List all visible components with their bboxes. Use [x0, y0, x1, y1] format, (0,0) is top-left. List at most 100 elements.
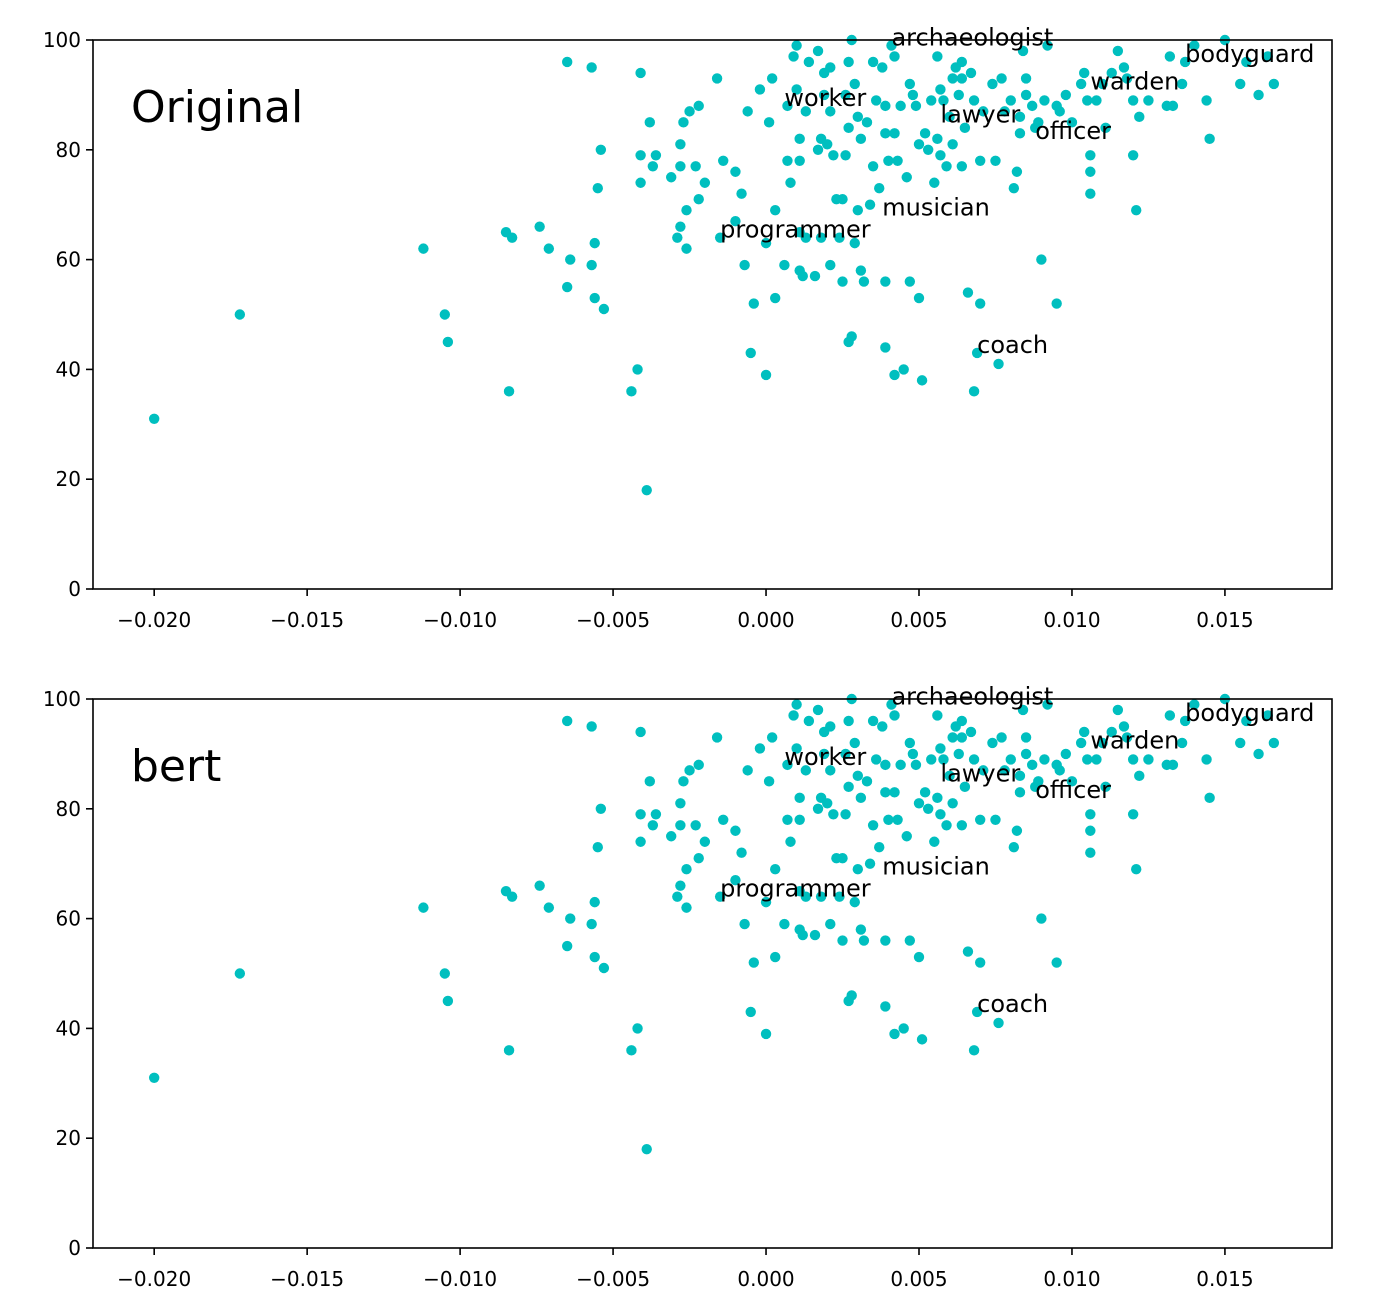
data-point [913, 139, 925, 150]
data-point [974, 957, 986, 968]
data-point [1054, 106, 1065, 117]
data-point [822, 798, 833, 809]
data-point [910, 759, 922, 771]
data-point [794, 155, 805, 166]
data-point [672, 891, 683, 902]
data-point [760, 1028, 772, 1040]
point-annotation: musician [882, 853, 990, 881]
data-point [867, 715, 879, 727]
data-point [834, 891, 845, 902]
data-point [852, 204, 864, 216]
data-point [1039, 754, 1050, 765]
data-point [586, 721, 597, 732]
data-point [718, 814, 729, 825]
data-point [852, 111, 864, 123]
data-point [1085, 166, 1096, 177]
data-point [693, 759, 704, 771]
data-point [968, 95, 980, 106]
data-point [714, 891, 726, 902]
data-point [736, 188, 747, 199]
data-point [843, 781, 854, 793]
data-point [910, 100, 922, 112]
data-point [647, 161, 659, 172]
data-point [864, 199, 876, 210]
data-point [442, 995, 454, 1007]
data-point [1131, 863, 1142, 875]
data-point [904, 276, 916, 287]
data-point [947, 732, 958, 743]
data-point [681, 863, 692, 875]
data-point [1075, 737, 1087, 749]
point-annotation: lawyer [940, 759, 1020, 787]
x-tick-label: −0.020 [117, 608, 191, 632]
data-point [635, 177, 646, 188]
x-tick-label: 0.005 [890, 1267, 947, 1291]
y-tick-label: 40 [56, 1016, 81, 1040]
data-point [864, 858, 876, 869]
data-point [815, 232, 827, 243]
panel-label: Original [131, 82, 303, 133]
data-point [825, 259, 836, 271]
data-point [1127, 150, 1139, 161]
data-point [919, 128, 931, 139]
data-point [1033, 117, 1044, 128]
data-point [745, 347, 756, 359]
scatter-panel-original: −0.020 −0.015 −0.010 −0.005 0.000 0.005 0.010 0… [43, 23, 1333, 632]
point-annotation: coach [977, 990, 1048, 1018]
data-point [849, 896, 860, 908]
data-point [1127, 754, 1139, 765]
data-point [675, 221, 686, 232]
data-point [974, 155, 986, 166]
data-point [1005, 95, 1016, 106]
data-point [978, 106, 989, 117]
data-point [1014, 770, 1026, 782]
data-point [1079, 726, 1090, 738]
data-point [1127, 95, 1139, 106]
data-point [904, 935, 916, 946]
x-tick-label: 0.010 [1043, 1267, 1100, 1291]
data-point [962, 946, 974, 957]
data-point [800, 891, 812, 902]
data-point [1054, 765, 1065, 776]
point-annotation: warden [1090, 67, 1179, 95]
data-point [779, 918, 790, 930]
data-point [880, 1001, 891, 1012]
data-point [1014, 111, 1026, 123]
data-point [837, 935, 848, 946]
data-point [962, 287, 974, 298]
data-point [877, 721, 888, 732]
data-point [840, 809, 851, 820]
y-tick-label: 60 [56, 907, 81, 931]
data-point [929, 177, 940, 188]
data-point [693, 100, 704, 112]
data-point [418, 243, 429, 254]
data-point [1106, 67, 1117, 79]
data-point [684, 765, 695, 776]
data-point [929, 836, 940, 847]
data-point [901, 172, 912, 183]
y-tick-label: 100 [43, 687, 81, 711]
data-point [840, 150, 851, 161]
data-point [586, 918, 597, 930]
data-point [595, 803, 607, 814]
data-point [1204, 792, 1215, 804]
data-point [782, 814, 793, 825]
data-point [644, 117, 655, 128]
data-point [589, 896, 600, 908]
data-point [846, 990, 857, 1001]
data-point [791, 40, 802, 51]
data-point [745, 1006, 756, 1018]
data-point [932, 710, 943, 721]
data-point [898, 364, 909, 375]
data-point [766, 73, 778, 84]
data-point [959, 781, 971, 793]
data-points [148, 34, 1280, 496]
data-point [990, 814, 1001, 825]
data-point [561, 56, 573, 68]
data-point [1066, 117, 1078, 128]
x-tick-label: 0.005 [890, 608, 947, 632]
data-point [1121, 732, 1133, 743]
data-point [965, 67, 977, 79]
data-point [1167, 100, 1179, 112]
data-point [794, 133, 805, 145]
